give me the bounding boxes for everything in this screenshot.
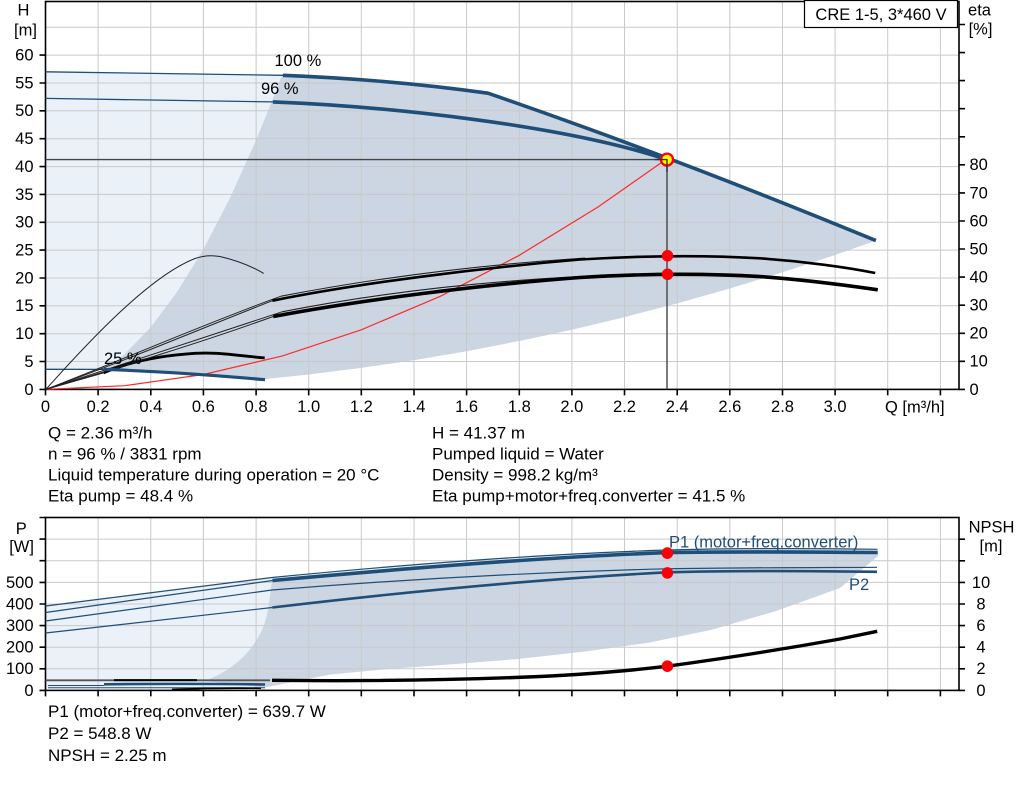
svg-text:2.0: 2.0	[560, 398, 583, 416]
svg-text:Eta pump = 48.4 %: Eta pump = 48.4 %	[48, 487, 193, 506]
svg-text:4: 4	[976, 639, 985, 657]
svg-text:50: 50	[15, 102, 33, 120]
svg-text:60: 60	[970, 212, 988, 230]
svg-text:P: P	[16, 520, 27, 538]
svg-text:0.6: 0.6	[192, 398, 215, 416]
svg-text:400: 400	[6, 595, 34, 613]
svg-text:1.2: 1.2	[350, 398, 373, 416]
svg-text:[m]: [m]	[980, 537, 1003, 555]
svg-text:2: 2	[976, 660, 985, 678]
svg-text:[%]: [%]	[969, 21, 993, 39]
svg-text:Pumped liquid = Water: Pumped liquid = Water	[432, 445, 604, 464]
svg-text:0.2: 0.2	[87, 398, 110, 416]
svg-text:10: 10	[972, 574, 990, 592]
svg-text:6: 6	[976, 617, 985, 635]
svg-text:Q = 2.36 m³/h: Q = 2.36 m³/h	[48, 424, 152, 443]
svg-text:15: 15	[15, 297, 33, 315]
svg-text:30: 30	[970, 297, 988, 315]
svg-text:1.8: 1.8	[508, 398, 531, 416]
svg-text:45: 45	[15, 130, 33, 148]
svg-text:1.4: 1.4	[403, 398, 426, 416]
svg-text:100: 100	[6, 660, 34, 678]
svg-text:NPSH = 2.25 m: NPSH = 2.25 m	[48, 746, 167, 765]
svg-text:50: 50	[970, 240, 988, 258]
svg-text:20: 20	[970, 325, 988, 343]
svg-text:80: 80	[970, 156, 988, 174]
svg-text:20: 20	[15, 269, 33, 287]
svg-text:n = 96 % / 3831 rpm: n = 96 % / 3831 rpm	[48, 445, 202, 464]
svg-text:25 %: 25 %	[104, 350, 142, 368]
svg-text:30: 30	[15, 214, 33, 232]
svg-text:8: 8	[976, 595, 985, 613]
svg-text:10: 10	[970, 353, 988, 371]
svg-text:300: 300	[6, 617, 34, 635]
svg-text:Eta pump+motor+freq.converter: Eta pump+motor+freq.converter = 41.5 %	[432, 487, 745, 506]
svg-text:2.2: 2.2	[613, 398, 636, 416]
svg-text:96 %: 96 %	[261, 80, 299, 98]
svg-text:P2 = 548.8 W: P2 = 548.8 W	[48, 724, 151, 743]
svg-text:[W]: [W]	[9, 538, 34, 556]
svg-text:2.6: 2.6	[718, 398, 741, 416]
svg-text:NPSH: NPSH	[969, 518, 1015, 536]
svg-text:H = 41.37 m: H = 41.37 m	[432, 424, 525, 443]
svg-text:CRE 1-5, 3*460 V: CRE 1-5, 3*460 V	[815, 6, 946, 24]
svg-text:10: 10	[15, 325, 33, 343]
svg-text:200: 200	[6, 639, 34, 657]
svg-text:25: 25	[15, 242, 33, 260]
svg-text:P1 (motor+freq.converter) = 63: P1 (motor+freq.converter) = 639.7 W	[48, 702, 326, 721]
svg-text:35: 35	[15, 186, 33, 204]
svg-text:60: 60	[15, 47, 33, 65]
svg-text:0: 0	[41, 398, 50, 416]
svg-text:5: 5	[24, 353, 33, 371]
svg-text:P2: P2	[849, 576, 869, 594]
svg-text:P1 (motor+freq.converter): P1 (motor+freq.converter)	[669, 534, 858, 552]
svg-text:40: 40	[15, 158, 33, 176]
svg-text:Liquid temperature during oper: Liquid temperature during operation = 20…	[48, 466, 379, 485]
svg-text:1.6: 1.6	[455, 398, 478, 416]
svg-text:3.0: 3.0	[824, 398, 847, 416]
svg-text:55: 55	[15, 74, 33, 92]
svg-text:2.8: 2.8	[771, 398, 794, 416]
svg-text:500: 500	[6, 574, 34, 592]
svg-text:0: 0	[24, 682, 33, 700]
svg-text:Density = 998.2 kg/m³: Density = 998.2 kg/m³	[432, 466, 598, 485]
svg-text:0.8: 0.8	[245, 398, 268, 416]
svg-text:Q [m³/h]: Q [m³/h]	[885, 399, 945, 417]
svg-text:[m]: [m]	[14, 22, 37, 40]
svg-text:1.0: 1.0	[297, 398, 320, 416]
svg-text:0: 0	[976, 682, 985, 700]
svg-text:40: 40	[970, 269, 988, 287]
svg-text:70: 70	[970, 184, 988, 202]
svg-text:2.4: 2.4	[666, 398, 689, 416]
svg-text:0.4: 0.4	[139, 398, 162, 416]
svg-text:0: 0	[970, 381, 979, 399]
svg-text:H: H	[18, 2, 30, 20]
svg-text:100 %: 100 %	[275, 52, 322, 70]
svg-text:eta: eta	[968, 2, 992, 20]
svg-text:0: 0	[24, 381, 33, 399]
